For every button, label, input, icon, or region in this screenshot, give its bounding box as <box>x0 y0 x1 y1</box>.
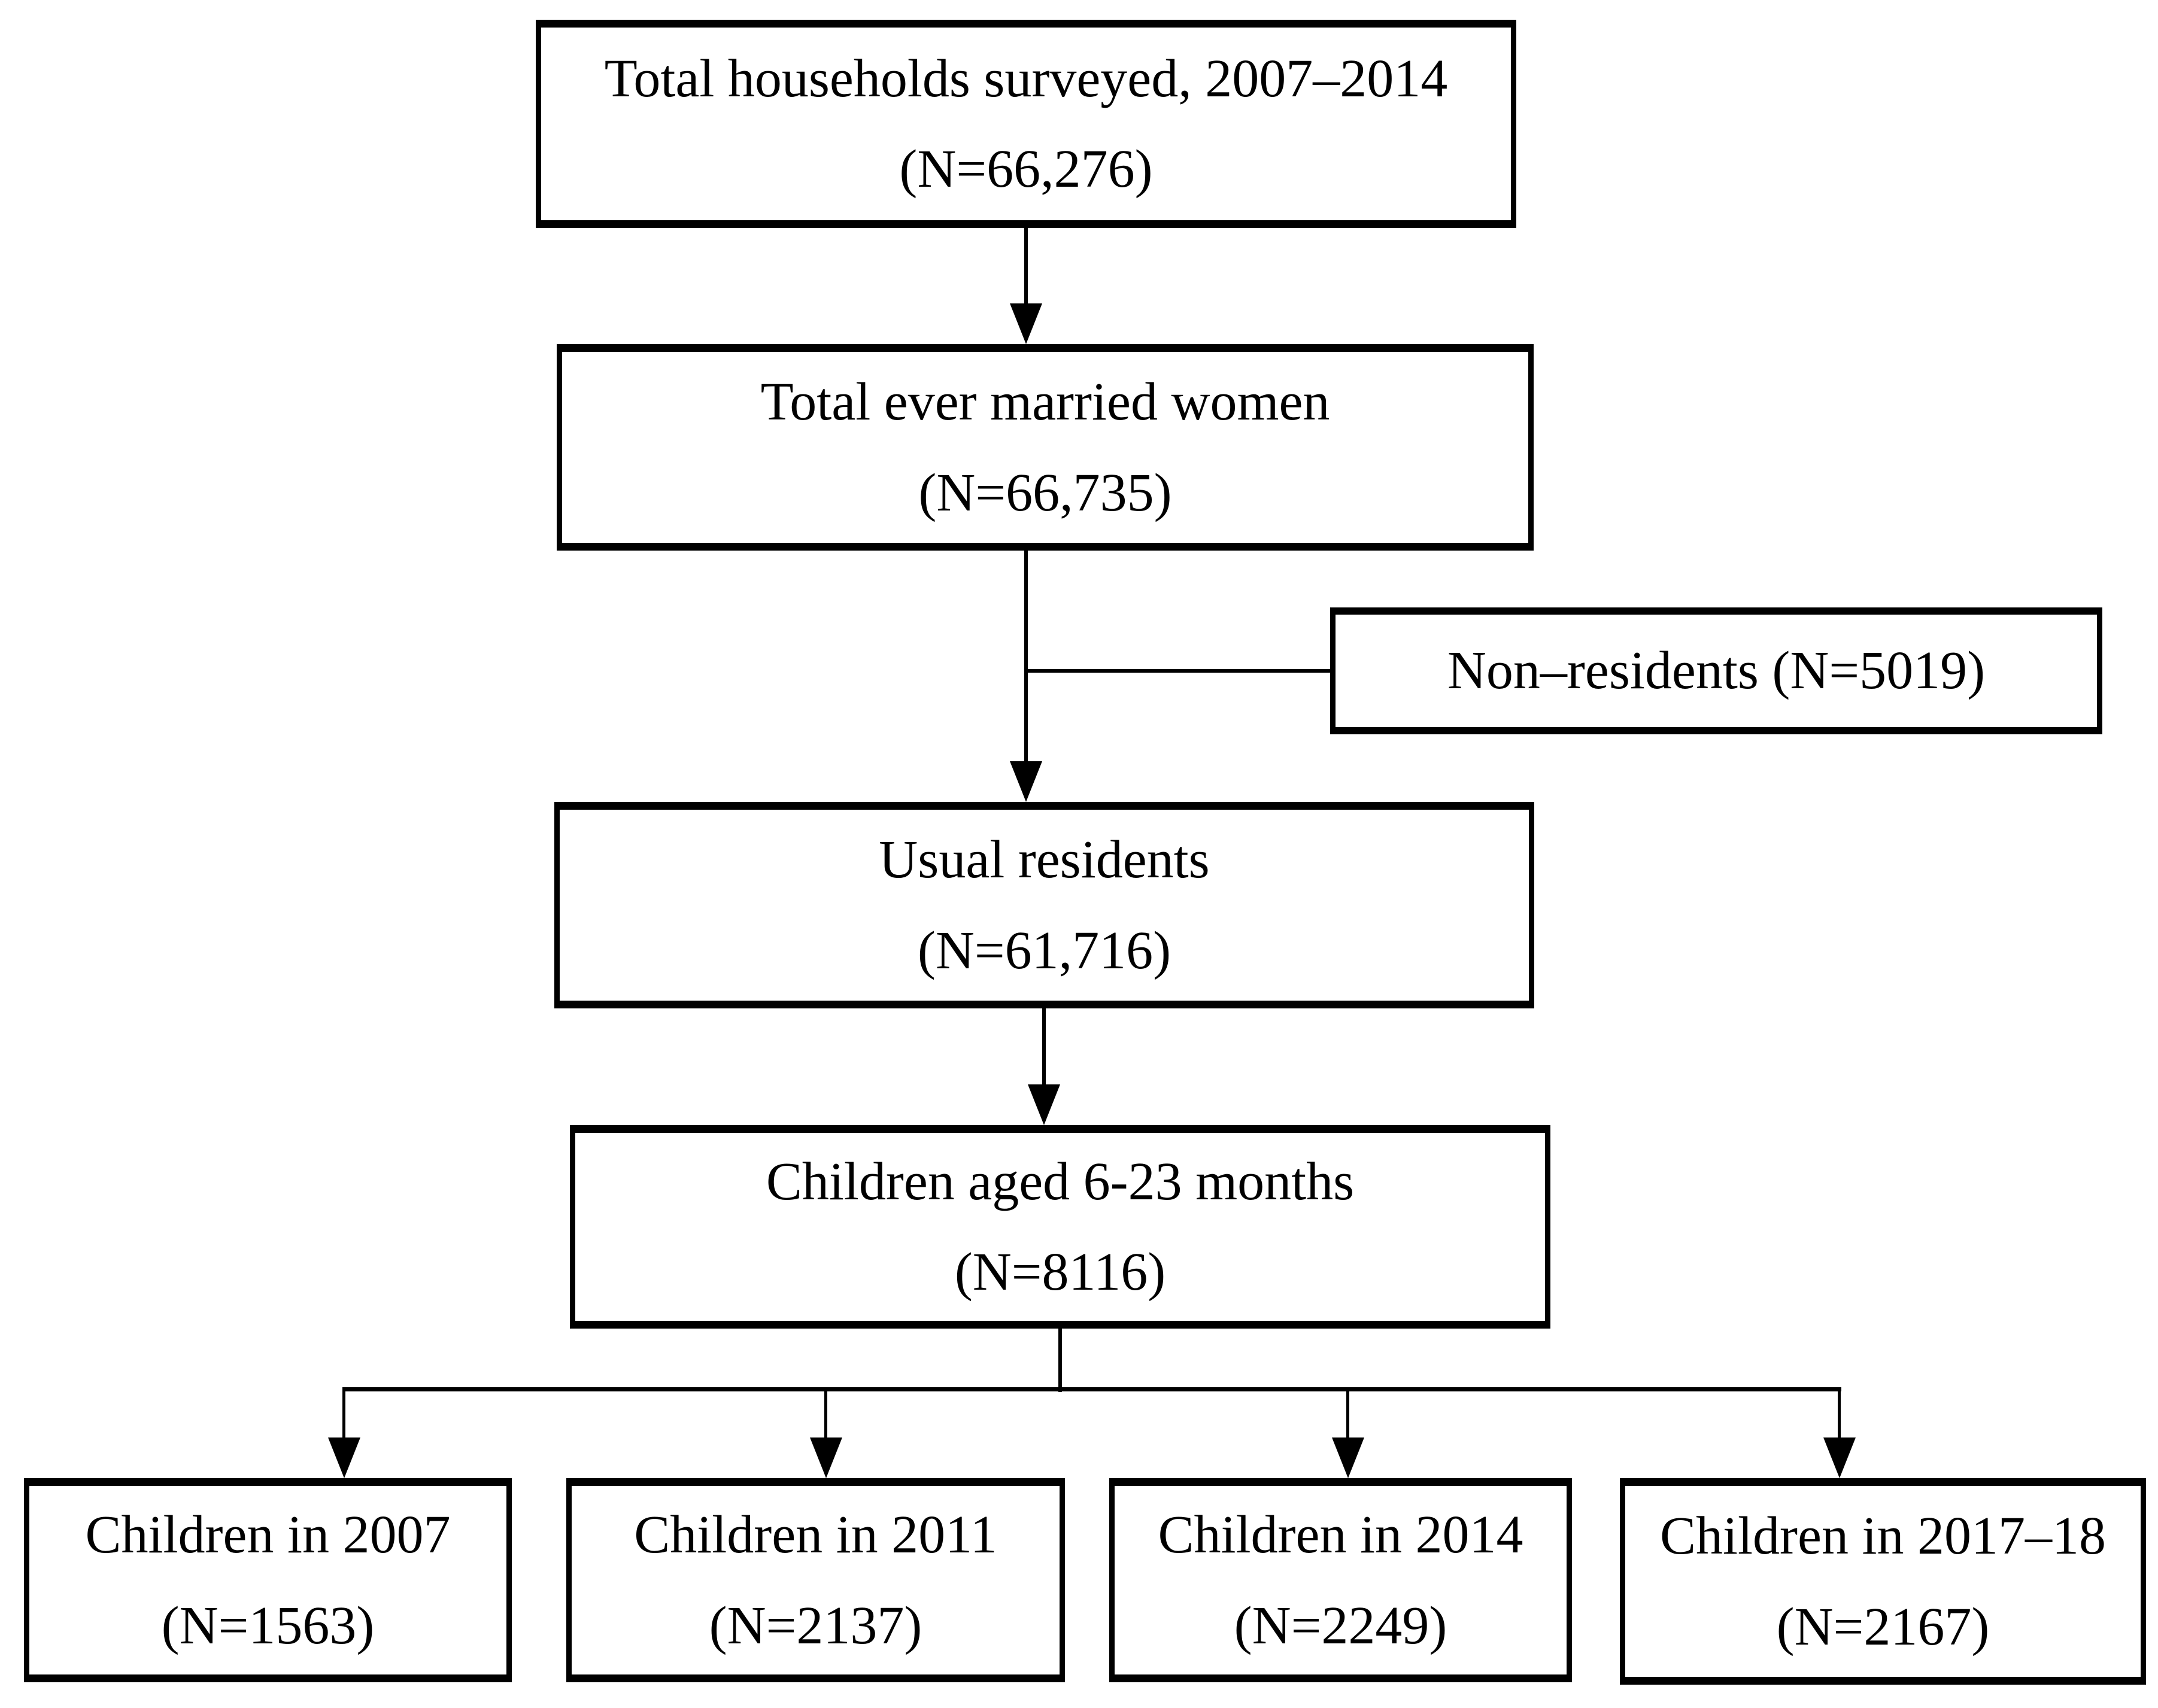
node-count: (N=2137) <box>709 1595 922 1655</box>
node-title: Children in 2014 <box>1158 1505 1523 1564</box>
connector-households-to-women-arrowhead-icon <box>1010 303 1042 344</box>
node-title: Usual residents <box>879 830 1210 889</box>
node-count: (N=1563) <box>161 1595 375 1655</box>
node-title: Children in 2017–18 <box>1660 1506 2106 1566</box>
connector-residents-to-children-line <box>1042 1008 1046 1086</box>
connector-drop-2017-line <box>1838 1387 1841 1440</box>
node-children-2011: Children in 2011 (N=2137) <box>566 1478 1065 1682</box>
connector-drop-2011-arrowhead-icon <box>810 1437 842 1478</box>
node-usual-residents: Usual residents (N=61,716) <box>554 802 1534 1008</box>
node-non-residents: Non–residents (N=5019) <box>1330 607 2102 734</box>
connector-drop-2007-line <box>342 1387 345 1440</box>
node-count: (N=66,735) <box>918 463 1172 522</box>
node-count: (N=2167) <box>1776 1597 1990 1657</box>
connector-branch-to-non-residents-line <box>1026 669 1330 673</box>
node-count: (N=8116) <box>954 1242 1166 1302</box>
connector-households-to-women-line <box>1024 228 1028 312</box>
connector-drop-2011-line <box>824 1387 827 1440</box>
node-count: (N=61,716) <box>917 920 1171 980</box>
connector-distribution-rail-line <box>344 1387 1841 1391</box>
connector-drop-2014-line <box>1346 1387 1349 1440</box>
node-count: (N=66,276) <box>899 139 1153 199</box>
connector-children-stem-line <box>1058 1329 1062 1392</box>
connector-residents-to-children-arrowhead-icon <box>1028 1084 1060 1125</box>
connector-drop-2007-arrowhead-icon <box>328 1437 360 1478</box>
node-children-6-23-months: Children aged 6-23 months (N=8116) <box>570 1125 1550 1329</box>
node-title: Total households surveyed, 2007–2014 <box>604 48 1448 108</box>
node-ever-married-women: Total ever married women (N=66,735) <box>557 344 1534 551</box>
node-title: Children in 2011 <box>634 1505 997 1564</box>
connector-drop-2014-arrowhead-icon <box>1332 1437 1364 1478</box>
node-label: Non–residents (N=5019) <box>1447 641 1986 701</box>
node-title: Total ever married women <box>760 372 1330 431</box>
node-title: Children aged 6-23 months <box>766 1151 1355 1211</box>
connector-drop-2017-arrowhead-icon <box>1823 1437 1856 1478</box>
node-title: Children in 2007 <box>85 1505 451 1564</box>
node-children-2017-18: Children in 2017–18 (N=2167) <box>1620 1478 2146 1685</box>
node-total-households: Total households surveyed, 2007–2014 (N=… <box>536 20 1516 228</box>
node-count: (N=2249) <box>1234 1595 1447 1655</box>
node-children-2007: Children in 2007 (N=1563) <box>24 1478 512 1682</box>
node-children-2014: Children in 2014 (N=2249) <box>1109 1478 1572 1682</box>
connector-women-to-residents-arrowhead-icon <box>1010 761 1042 802</box>
connector-women-to-residents-line <box>1024 551 1028 766</box>
